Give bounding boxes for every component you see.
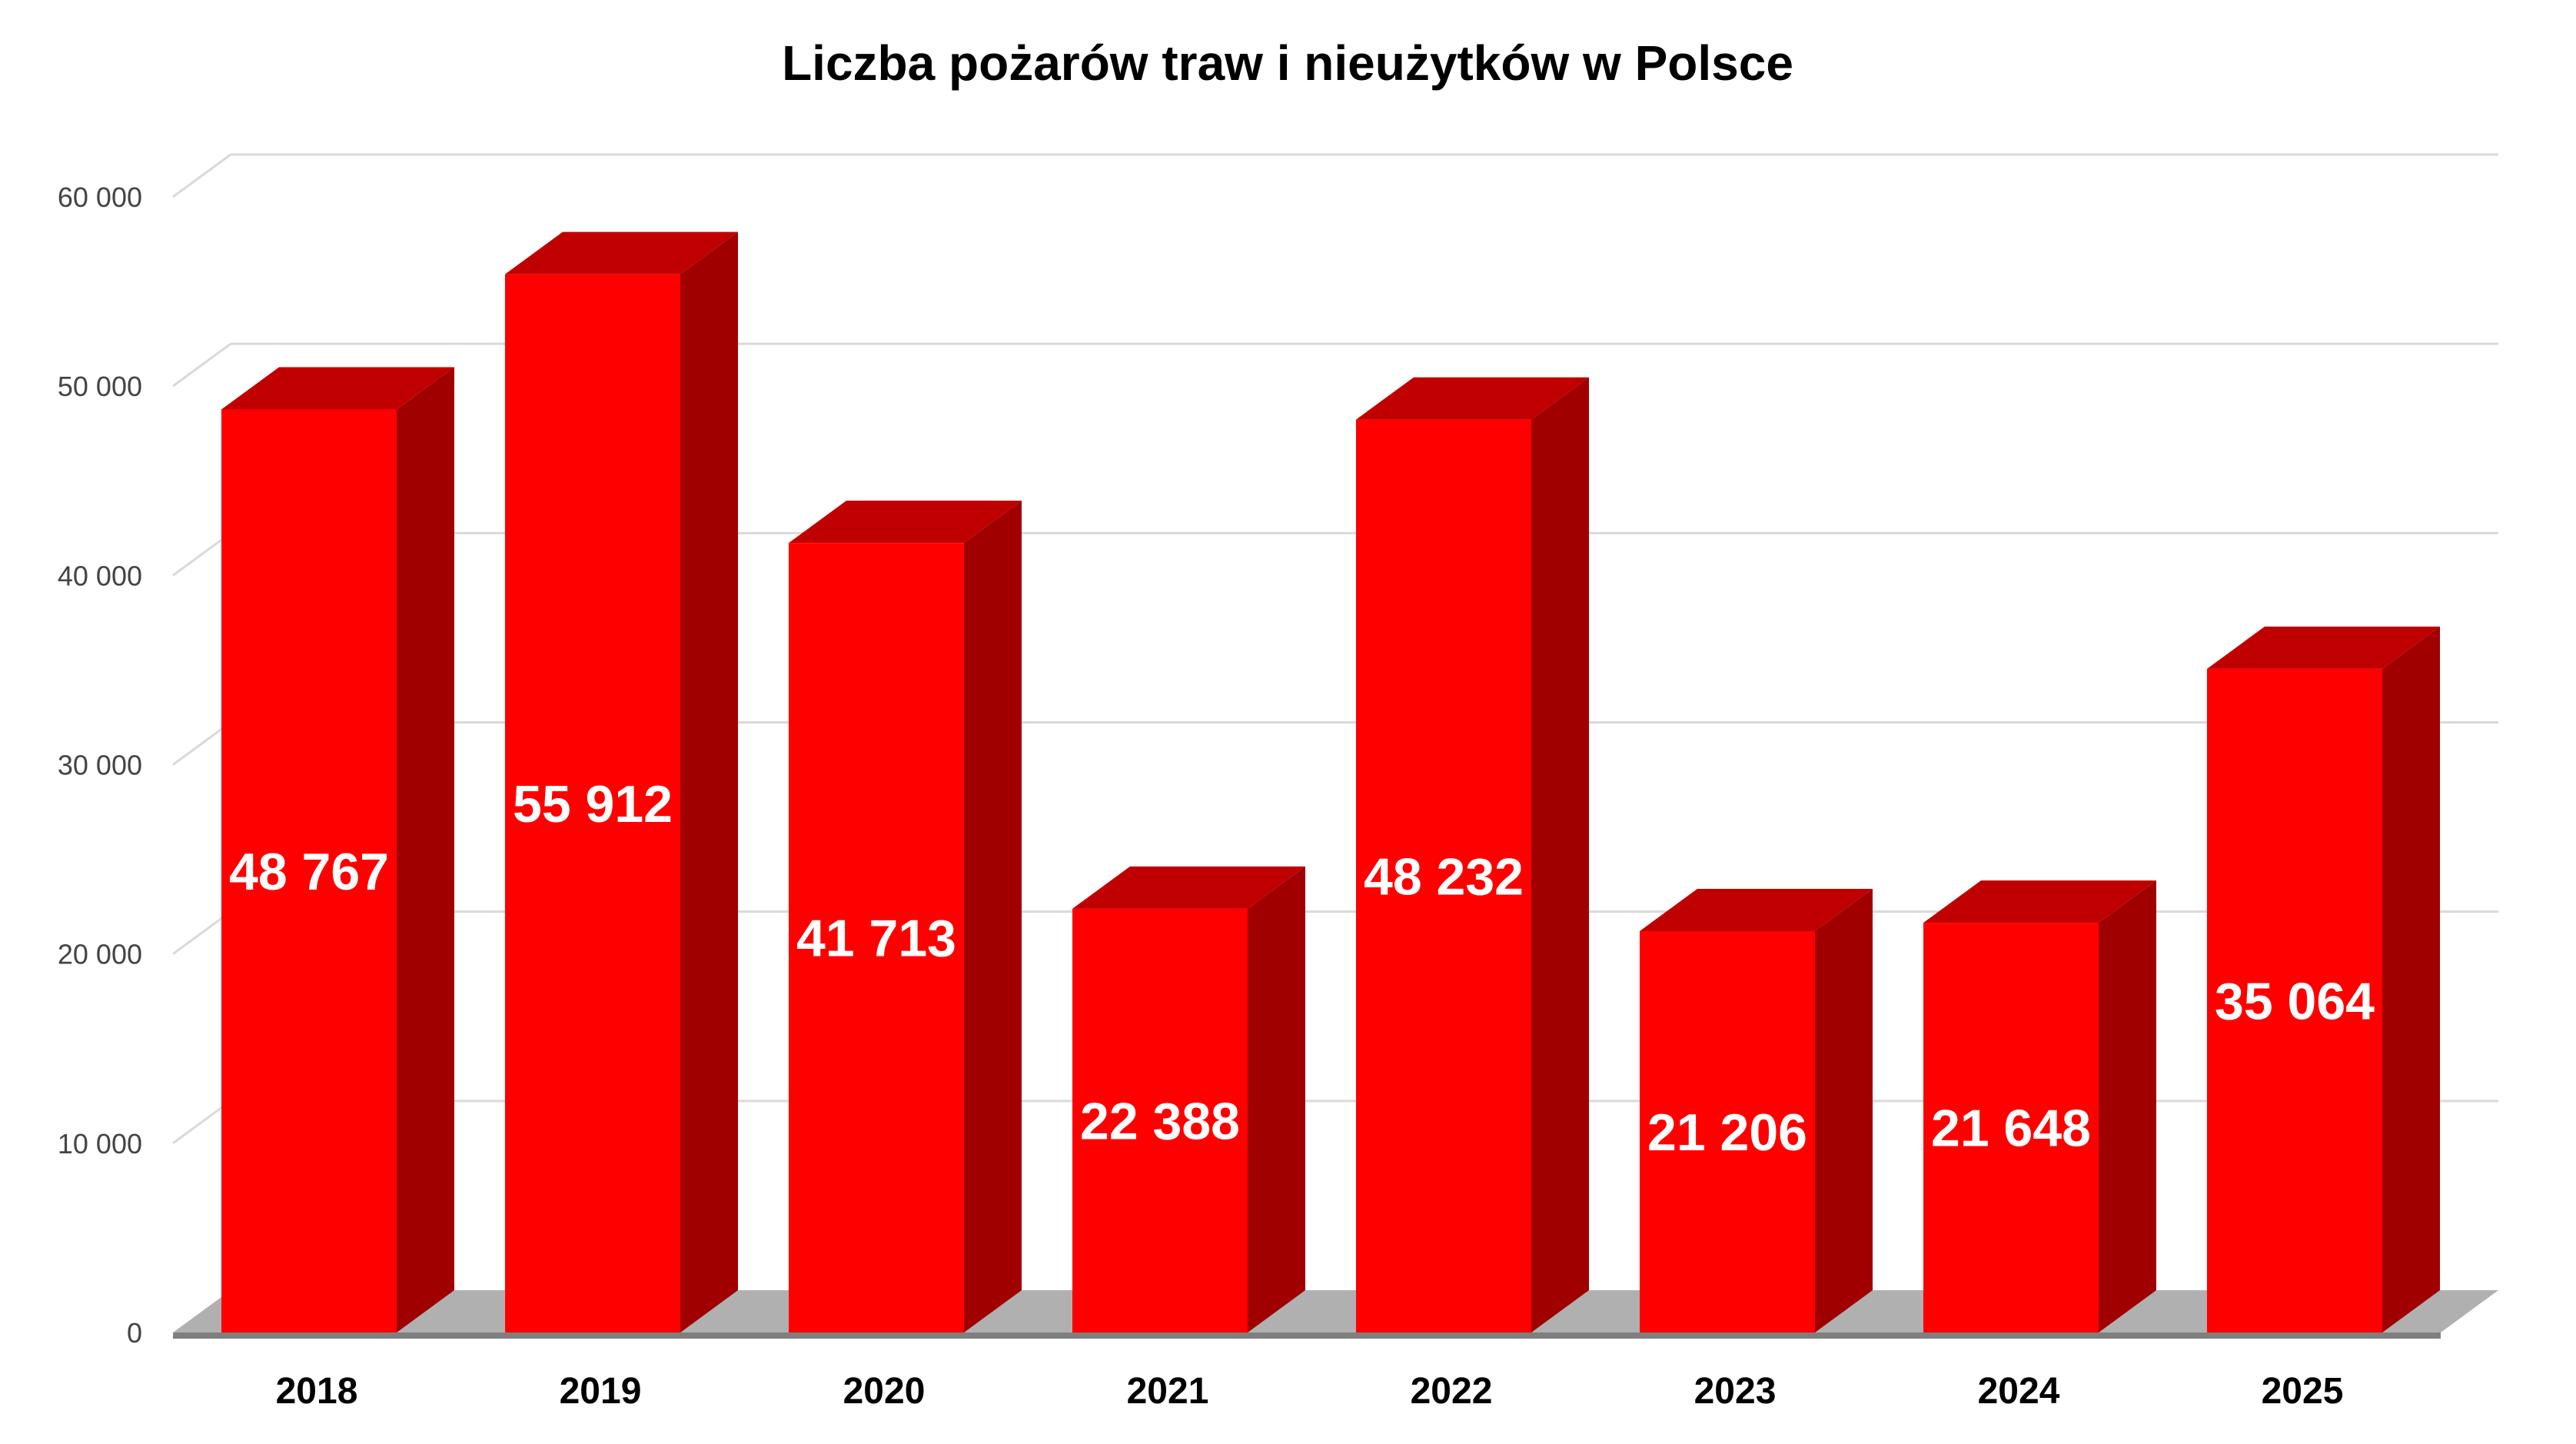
data-label: 35 064 bbox=[2215, 972, 2375, 1030]
x-tick-label: 2021 bbox=[1127, 1371, 1209, 1412]
chart-floor bbox=[173, 1290, 2498, 1339]
x-tick-label: 2025 bbox=[2262, 1371, 2344, 1412]
bar-2025 bbox=[2207, 626, 2440, 1333]
bar-side-face bbox=[2382, 626, 2440, 1333]
bar-side-face bbox=[397, 367, 454, 1333]
gridline-wall bbox=[172, 910, 231, 955]
bar-front-face bbox=[1923, 923, 2099, 1333]
gridline-wall bbox=[172, 1100, 231, 1145]
bar-top-face bbox=[1072, 866, 1305, 909]
bar-side-face bbox=[2099, 880, 2156, 1333]
bar-front-face bbox=[1356, 419, 1531, 1333]
bar-2023 bbox=[1640, 888, 1873, 1333]
bar-front-face bbox=[1072, 908, 1248, 1333]
bar-side-face bbox=[1248, 866, 1305, 1333]
y-tick-label: 40 000 bbox=[58, 560, 142, 591]
data-label: 41 713 bbox=[796, 910, 956, 968]
x-axis-ticks: 2018 2019 2020 2021 2022 2023 2024 2025 bbox=[276, 1371, 2344, 1412]
bar-top-face bbox=[1923, 880, 2156, 923]
chart-title: Liczba pożarów traw i nieużytków w Polsc… bbox=[782, 35, 1793, 91]
y-tick-label: 50 000 bbox=[58, 371, 142, 402]
data-label: 55 912 bbox=[513, 775, 673, 833]
y-tick-label: 0 bbox=[127, 1317, 142, 1349]
bar-2021 bbox=[1072, 866, 1305, 1333]
x-tick-label: 2018 bbox=[276, 1371, 358, 1412]
bar-top-face bbox=[1356, 377, 1589, 420]
floor-top bbox=[173, 1290, 2498, 1333]
bar-side-face bbox=[1531, 377, 1589, 1333]
bar-2022 bbox=[1356, 377, 1589, 1333]
floor-edge bbox=[173, 1333, 2441, 1339]
bar-front-face bbox=[505, 274, 680, 1333]
bar-top-face bbox=[505, 231, 738, 274]
x-tick-label: 2022 bbox=[1411, 1371, 1493, 1412]
x-tick-label: 2019 bbox=[560, 1371, 642, 1412]
bar-front-face bbox=[2207, 668, 2382, 1333]
y-tick-label: 10 000 bbox=[58, 1128, 142, 1160]
bar-front-face bbox=[1640, 930, 1815, 1333]
data-labels: 48 767 55 912 41 713 22 388 48 232 21 206 21 6… bbox=[229, 775, 2375, 1162]
bar-front-face bbox=[221, 409, 397, 1333]
gridline-wall bbox=[172, 153, 231, 198]
bar-top-face bbox=[1640, 888, 1873, 931]
bar-2024 bbox=[1923, 880, 2156, 1333]
bar-2020 bbox=[789, 501, 1022, 1333]
bar-front-face bbox=[789, 543, 964, 1333]
bar-top-face bbox=[789, 501, 1022, 544]
y-tick-label: 60 000 bbox=[58, 181, 142, 213]
x-tick-label: 2020 bbox=[843, 1371, 926, 1412]
data-label: 48 232 bbox=[1364, 847, 1524, 906]
y-axis-ticks: 0 10 000 20 000 30 000 40 000 50 000 60 000 bbox=[58, 181, 142, 1349]
y-tick-label: 20 000 bbox=[58, 939, 142, 970]
y-tick-label: 30 000 bbox=[58, 750, 142, 781]
gridline-wall bbox=[172, 342, 231, 388]
bar-2018 bbox=[221, 367, 454, 1333]
bar-side-face bbox=[964, 501, 1022, 1333]
bar-side-face bbox=[680, 231, 738, 1333]
bar-side-face bbox=[1815, 888, 1873, 1333]
data-label: 21 648 bbox=[1931, 1100, 2091, 1158]
gridline-wall bbox=[172, 532, 231, 577]
x-tick-label: 2023 bbox=[1694, 1371, 1777, 1412]
bars bbox=[221, 231, 2440, 1333]
data-label: 22 388 bbox=[1080, 1092, 1240, 1150]
data-label: 21 206 bbox=[1647, 1103, 1807, 1162]
bar-top-face bbox=[221, 367, 454, 410]
bar-top-face bbox=[2207, 626, 2440, 669]
data-label: 48 767 bbox=[229, 843, 389, 901]
x-tick-label: 2024 bbox=[1978, 1371, 2060, 1412]
gridline-wall bbox=[172, 721, 231, 766]
bar-2019 bbox=[505, 231, 738, 1333]
